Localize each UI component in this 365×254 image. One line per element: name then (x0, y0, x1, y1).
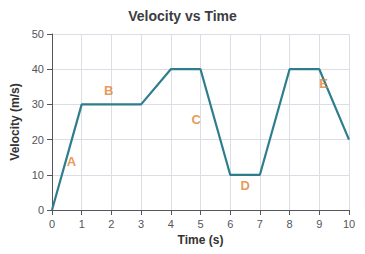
svg-text:8: 8 (287, 218, 293, 230)
svg-text:9: 9 (316, 218, 322, 230)
svg-text:B: B (104, 83, 113, 98)
svg-text:D: D (241, 178, 250, 193)
svg-text:0: 0 (38, 204, 44, 216)
svg-text:20: 20 (32, 134, 44, 146)
svg-text:Velocity vs Time: Velocity vs Time (128, 8, 237, 24)
svg-text:Time (s): Time (s) (178, 233, 224, 247)
svg-text:7: 7 (257, 218, 263, 230)
svg-text:5: 5 (197, 218, 203, 230)
svg-text:6: 6 (227, 218, 233, 230)
svg-text:Velocity (m/s): Velocity (m/s) (8, 83, 22, 160)
svg-text:0: 0 (49, 218, 55, 230)
svg-text:10: 10 (32, 169, 44, 181)
svg-text:E: E (319, 76, 328, 91)
svg-text:30: 30 (32, 98, 44, 110)
svg-text:C: C (192, 112, 202, 127)
svg-text:4: 4 (168, 218, 174, 230)
svg-text:50: 50 (32, 28, 44, 40)
svg-text:A: A (67, 154, 77, 169)
svg-text:3: 3 (138, 218, 144, 230)
svg-text:10: 10 (343, 218, 355, 230)
svg-text:40: 40 (32, 63, 44, 75)
svg-text:2: 2 (108, 218, 114, 230)
svg-text:1: 1 (79, 218, 85, 230)
